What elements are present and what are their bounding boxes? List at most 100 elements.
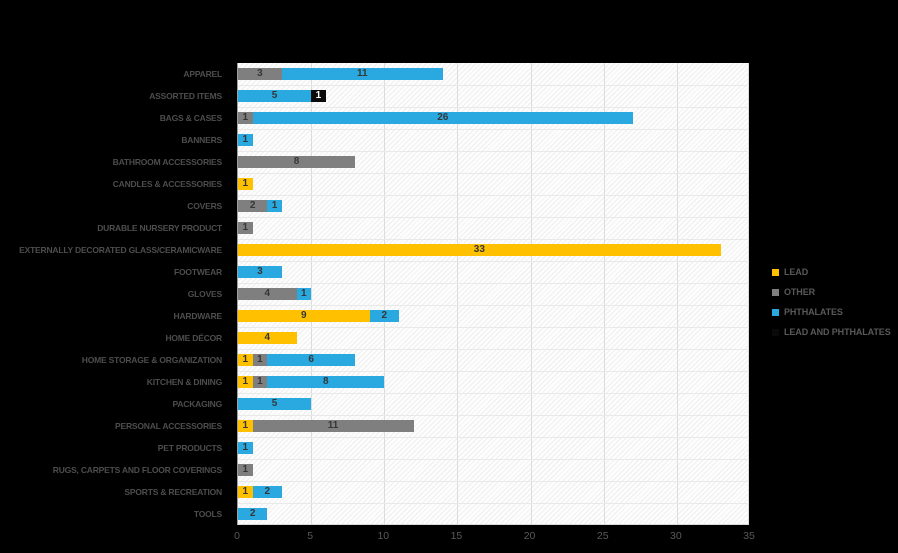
category-label: COVERS	[187, 201, 222, 211]
bar-row: 1	[238, 129, 749, 151]
bar-segment-phthalates: 1	[267, 200, 282, 212]
bar-row: 1	[238, 217, 749, 239]
horizontal-gridline	[238, 437, 749, 438]
category-label: EXTERNALLY DECORATED GLASS/CERAMICWARE	[19, 245, 222, 255]
bar-value-label: 1	[242, 134, 249, 145]
bar-segment-phthalates: 26	[252, 112, 633, 124]
horizontal-gridline	[238, 129, 749, 130]
bar-segment-other: 11	[252, 420, 414, 432]
bar-value-label: 3	[257, 266, 263, 277]
bar-value-label: 2	[381, 310, 388, 321]
legend-label: LEAD AND PHTHALATES	[784, 327, 891, 337]
bar-segment-lead: 1	[238, 486, 253, 498]
bar-segment-lead: 1	[238, 420, 253, 432]
category-label: RUGS, CARPETS AND FLOOR COVERINGS	[52, 465, 222, 475]
horizontal-gridline	[238, 85, 749, 86]
bar-segment-phthalates: 8	[267, 376, 385, 388]
vertical-gridline	[311, 63, 312, 524]
legend-swatch-icon	[772, 308, 779, 316]
bar-value-label: 1	[242, 376, 249, 387]
category-label: PET PRODUCTS	[157, 443, 222, 453]
category-label: FOOTWEAR	[174, 267, 222, 277]
bar-row: 1	[238, 437, 749, 459]
horizontal-gridline	[238, 217, 749, 218]
legend-swatch-icon	[772, 328, 779, 336]
bar-segment-phthalates: 3	[238, 266, 282, 278]
bar-segment-phthalates: 1	[296, 288, 312, 300]
category-label: GLOVES	[187, 289, 222, 299]
legend-label: LEAD	[784, 267, 809, 277]
bar-value-label: 3	[257, 68, 263, 79]
bar-segment-phthalates: 5	[238, 90, 312, 102]
x-tick-label: 15	[450, 530, 463, 542]
bar-row: 2	[238, 503, 749, 525]
bar-segment-other: 1	[252, 354, 268, 366]
horizontal-gridline	[238, 173, 749, 174]
x-tick-label: 0	[234, 530, 240, 542]
bar-row: 1	[238, 459, 749, 481]
category-label: CANDLES & ACCESSORIES	[112, 179, 223, 189]
bar-row: 33	[238, 239, 749, 261]
legend-swatch-icon	[772, 288, 779, 296]
x-tick-label: 5	[307, 530, 314, 542]
category-label: KITCHEN & DINING	[146, 377, 222, 387]
horizontal-gridline	[238, 305, 749, 306]
bar-segment-lead: 1	[238, 178, 253, 190]
horizontal-gridline	[238, 283, 749, 284]
category-axis: APPAREL ASSORTED ITEMS BAGS & CASES BANNERS…	[0, 63, 230, 525]
bar-row: 1 26	[238, 107, 749, 129]
plot-area: 3 11 5 1 1 26 1 8 1 2 1 1 33 3 4 1 9 2 4 1 1 6 1 1 8 5 1 11 1 1 1 2 2	[237, 63, 749, 525]
horizontal-gridline	[238, 481, 749, 482]
horizontal-gridline	[238, 151, 749, 152]
bar-segment-lead: 1	[238, 354, 253, 366]
bar-value-label: 2	[249, 200, 256, 211]
x-tick-label: 35	[743, 530, 755, 542]
bar-value-label: 1	[242, 222, 249, 233]
bar-segment-other: 1	[238, 222, 253, 234]
bar-segment-phthalates: 6	[267, 354, 356, 366]
vertical-gridline	[677, 63, 678, 524]
bar-row: 3	[238, 261, 749, 283]
bar-segment-lead: 4	[238, 332, 297, 344]
bar-segment-other: 1	[238, 112, 253, 124]
bar-value-label: 11	[357, 68, 368, 79]
legend-label: PHTHALATES	[784, 307, 843, 317]
category-label: BANNERS	[181, 135, 222, 145]
x-tick-label: 20	[523, 530, 536, 542]
legend-item-lead: LEAD	[772, 267, 891, 277]
category-label: HARDWARE	[173, 311, 223, 321]
bar-value-label: 8	[293, 156, 300, 167]
bar-value-label: 1	[242, 442, 249, 453]
category-label: HOME DÉCOR	[165, 333, 222, 343]
category-label: SPORTS & RECREATION	[124, 487, 222, 497]
x-tick-label: 10	[377, 530, 390, 542]
x-tick-label: 25	[596, 530, 609, 542]
vertical-gridline	[384, 63, 385, 524]
bar-value-label: 33	[473, 244, 485, 255]
bar-value-label: 9	[301, 310, 307, 321]
horizontal-gridline	[238, 349, 749, 350]
bar-value-label: 1	[315, 90, 322, 101]
legend-label: OTHER	[784, 287, 816, 297]
bar-value-label: 1	[242, 464, 249, 475]
category-label: PACKAGING	[172, 399, 222, 409]
category-label: APPAREL	[183, 69, 222, 79]
category-label: ASSORTED ITEMS	[149, 91, 222, 101]
bar-segment-other: 4	[238, 288, 297, 300]
legend-item-other: OTHER	[772, 287, 891, 297]
bar-row: 8	[238, 151, 749, 173]
bar-value-label: 4	[264, 332, 271, 343]
bar-segment-lead: 33	[238, 244, 721, 256]
bar-segment-phthalates: 1	[238, 134, 253, 146]
bar-segment-phthalates: 11	[281, 68, 443, 80]
bar-segment-phthalates: 2	[252, 486, 282, 498]
bar-segment-other: 8	[238, 156, 356, 168]
bar-value-label: 1	[242, 486, 249, 497]
